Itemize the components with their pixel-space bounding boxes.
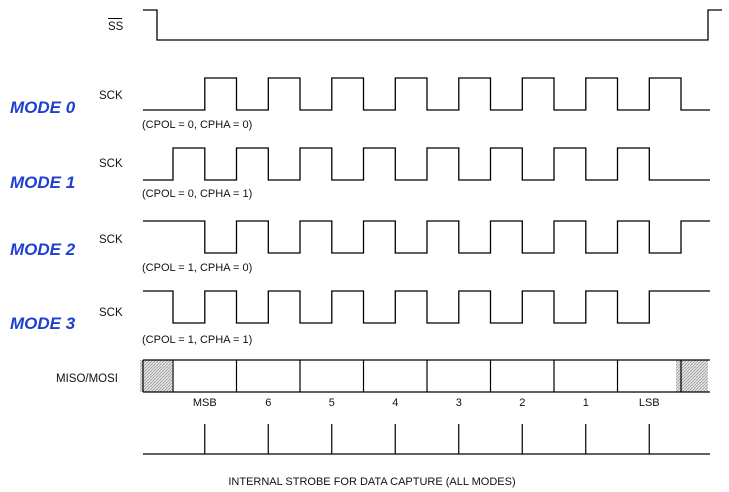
data-bit-label: LSB [639, 397, 660, 409]
mode-params: (CPOL = 1, CPHA = 1) [142, 334, 252, 346]
mode-label: MODE 2 [10, 240, 76, 259]
sck-waveform [143, 220, 710, 254]
mode-params: (CPOL = 1, CPHA = 0) [142, 262, 252, 274]
mode-params: (CPOL = 0, CPHA = 1) [142, 188, 252, 200]
mode-row: MODE 1 SCK (CPOL = 0, CPHA = 1) [10, 147, 710, 200]
data-bit-label: MSB [193, 397, 217, 409]
data-bit-label: 4 [392, 397, 398, 409]
mode-row: MODE 3 SCK (CPOL = 1, CPHA = 1) [10, 290, 710, 346]
mode-row: MODE 2 SCK (CPOL = 1, CPHA = 0) [10, 220, 710, 274]
data-bit-label: 3 [456, 397, 462, 409]
strobe-row: INTERNAL STROBE FOR DATA CAPTURE (ALL MO… [143, 424, 710, 488]
ss-waveform [143, 9, 722, 41]
ss-label: SS [108, 21, 124, 33]
sck-waveform [143, 77, 710, 111]
data-line-label: MISO/MOSI [56, 373, 118, 385]
sck-waveform [143, 147, 710, 181]
sck-label: SCK [99, 90, 123, 102]
data-bit-label: 1 [583, 397, 589, 409]
mode-label: MODE 3 [10, 314, 76, 333]
data-line-row: MISO/MOSI MSB 6 5 4 3 2 1 LSB [56, 359, 710, 409]
dont-care-start [140, 360, 172, 392]
data-bit-cells [142, 359, 710, 393]
mode-params: (CPOL = 0, CPHA = 0) [142, 119, 252, 131]
data-bit-label: 2 [519, 397, 525, 409]
data-bit-label: 5 [329, 397, 335, 409]
sck-label: SCK [99, 307, 123, 319]
sck-label: SCK [99, 234, 123, 246]
strobe-waveform [143, 424, 710, 455]
data-bit-label: 6 [265, 397, 271, 409]
mode-label: MODE 0 [10, 98, 76, 117]
sck-label: SCK [99, 158, 123, 170]
strobe-caption: INTERNAL STROBE FOR DATA CAPTURE (ALL MO… [228, 476, 515, 488]
sck-waveform [143, 290, 710, 324]
mode-label: MODE 1 [10, 173, 75, 192]
mode-rows: MODE 0 SCK (CPOL = 0, CPHA = 0) MODE 1 S… [10, 77, 710, 346]
ss-row: SS [108, 9, 722, 41]
data-bit-labels: MSB 6 5 4 3 2 1 LSB [193, 397, 660, 409]
mode-row: MODE 0 SCK (CPOL = 0, CPHA = 0) [10, 77, 710, 131]
